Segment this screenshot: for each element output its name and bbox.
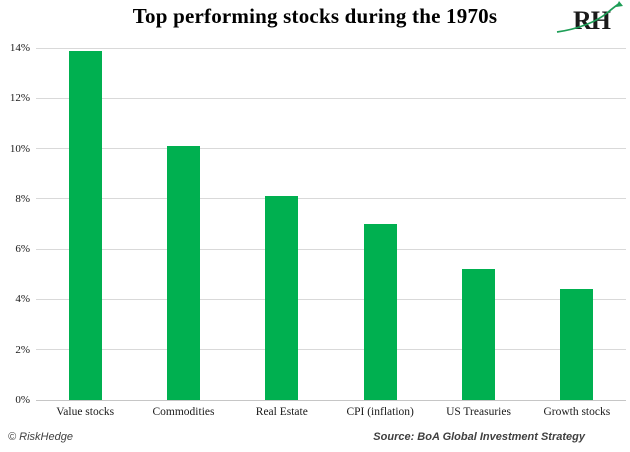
x-axis-line <box>36 399 626 401</box>
x-category-label: US Treasuries <box>446 406 511 418</box>
gridline <box>36 248 626 250</box>
y-tick-label: 14% <box>9 42 30 54</box>
bar-real-estate <box>265 196 299 400</box>
y-tick-label: 2% <box>15 343 30 356</box>
y-tick-label: 6% <box>15 243 30 256</box>
gridline <box>36 198 626 200</box>
y-tick-label: 0% <box>15 394 30 406</box>
bar-commodities <box>167 146 200 400</box>
gridline <box>36 97 626 99</box>
x-category-label: Commodities <box>152 406 215 418</box>
bar-us-treasuries <box>462 269 495 400</box>
chart-title: Top performing stocks during the 1970s <box>132 4 498 28</box>
footer-credit: © RiskHedge <box>8 431 73 443</box>
footer-source: Source: BoA Global Investment Strategy <box>373 431 585 443</box>
gridline <box>36 47 626 49</box>
bar-growth-stocks <box>560 289 594 400</box>
y-tick-label: 12% <box>9 92 30 105</box>
gridline <box>36 298 626 300</box>
bar-cpi-inflation <box>363 224 397 400</box>
logo-letters: RH <box>573 6 611 35</box>
gridline <box>36 148 626 150</box>
x-category-label: CPI (inflation) <box>346 406 414 418</box>
bar-value-stocks <box>68 50 102 400</box>
y-tick-label: 8% <box>15 192 30 205</box>
logo-leaf <box>616 1 623 7</box>
gridline <box>36 349 626 351</box>
riskhedge-logo: RH <box>556 1 623 35</box>
x-category-label: Value stocks <box>56 406 115 418</box>
x-category-label: Growth stocks <box>543 406 611 418</box>
y-tick-label: 4% <box>15 293 30 306</box>
x-category-label: Real Estate <box>255 406 308 418</box>
y-tick-label: 10% <box>9 142 30 155</box>
